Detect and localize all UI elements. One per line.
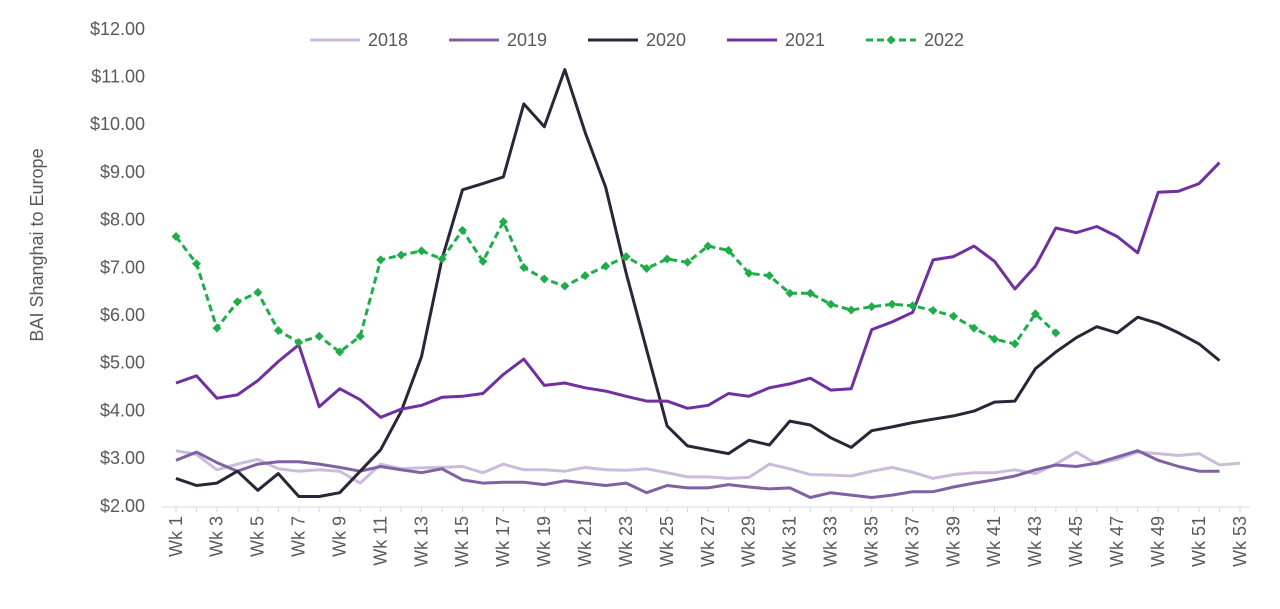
series-marker [335, 347, 345, 357]
x-tick-label: Wk 11 [370, 516, 390, 566]
series-marker [212, 323, 222, 333]
x-tick-label: Wk 41 [984, 516, 1004, 567]
legend-label: 2022 [924, 30, 964, 50]
series-marker [294, 337, 304, 347]
series-marker [580, 271, 590, 281]
y-tick-label: $9.00 [100, 162, 145, 182]
series-marker [478, 256, 488, 266]
series-marker [846, 305, 856, 315]
series-line [175, 161, 1221, 419]
series-marker [1030, 309, 1040, 319]
x-tick-label: Wk 51 [1189, 516, 1209, 567]
x-tick-label: Wk 29 [739, 516, 759, 567]
series-marker [457, 225, 467, 235]
series-marker [1051, 328, 1061, 338]
series-marker [949, 311, 959, 321]
x-tick-label: Wk 17 [493, 516, 513, 567]
series-marker [908, 301, 918, 311]
series-marker [642, 264, 652, 273]
series-marker [437, 254, 447, 264]
x-tick-label: Wk 23 [616, 516, 636, 567]
series-marker [744, 268, 754, 278]
series-marker [1010, 339, 1020, 349]
series-marker [232, 297, 242, 307]
x-tick-label: Wk 3 [207, 516, 227, 557]
x-tick-label: Wk 13 [411, 516, 431, 567]
series-marker [989, 334, 999, 344]
series-line [175, 449, 1220, 499]
series-marker [171, 232, 181, 242]
y-tick-label: $11.00 [91, 66, 145, 86]
y-tick-label: $2.00 [100, 496, 145, 516]
y-tick-label: $6.00 [100, 305, 145, 325]
x-tick-label: Wk 25 [657, 516, 677, 567]
series-marker [662, 254, 672, 264]
x-tick-label: Wk 5 [248, 516, 268, 557]
y-tick-label: $3.00 [100, 448, 145, 468]
x-tick-label: Wk 45 [1066, 516, 1086, 567]
series-marker [867, 302, 877, 312]
series-marker [498, 217, 508, 227]
x-tick-label: Wk 49 [1148, 516, 1168, 567]
legend-label: 2019 [507, 30, 547, 50]
series-marker [417, 246, 427, 256]
series-marker [703, 241, 713, 251]
series-marker [560, 281, 570, 291]
x-tick-label: Wk 21 [575, 516, 595, 567]
legend-label: 2018 [368, 30, 408, 50]
series-marker [826, 299, 836, 309]
y-tick-label: $7.00 [100, 257, 145, 277]
series-marker [191, 259, 201, 269]
x-tick-label: Wk 1 [166, 516, 186, 557]
series-marker [764, 271, 774, 281]
x-tick-label: Wk 47 [1107, 516, 1127, 567]
x-tick-label: Wk 37 [902, 516, 922, 567]
series-marker [785, 288, 795, 298]
x-tick-label: Wk 9 [329, 516, 349, 557]
x-tick-label: Wk 39 [943, 516, 963, 567]
y-tick-label: $4.00 [100, 400, 145, 420]
series-marker [273, 326, 283, 336]
legend-marker [886, 35, 896, 45]
series-marker [396, 250, 406, 260]
x-tick-label: Wk 53 [1230, 516, 1250, 567]
y-axis-label: BAI Shanghai to Europe [27, 148, 47, 341]
x-tick-label: Wk 19 [534, 516, 554, 567]
series-marker [928, 305, 938, 315]
y-tick-label: $8.00 [100, 210, 145, 230]
x-tick-label: Wk 35 [861, 516, 881, 567]
x-tick-label: Wk 7 [289, 516, 309, 557]
series-marker [723, 245, 733, 255]
series-marker [601, 261, 611, 271]
x-tick-label: Wk 33 [821, 516, 841, 567]
series-marker [887, 299, 897, 309]
x-tick-label: Wk 27 [698, 516, 718, 567]
legend-label: 2020 [646, 30, 686, 50]
series-marker [621, 252, 631, 262]
x-tick-label: Wk 15 [452, 516, 472, 567]
y-tick-label: $12.00 [90, 19, 145, 39]
series-marker [683, 257, 693, 267]
series-marker [355, 331, 365, 341]
x-tick-label: Wk 31 [780, 516, 800, 567]
series-marker [969, 323, 979, 333]
legend-label: 2021 [785, 30, 825, 50]
series-marker [253, 287, 263, 297]
series-marker [314, 331, 324, 341]
series-line [175, 68, 1221, 498]
x-tick-label: Wk 43 [1025, 516, 1045, 567]
series-marker [539, 274, 549, 284]
series-marker [805, 288, 815, 298]
y-tick-label: $5.00 [100, 353, 145, 373]
y-tick-label: $10.00 [90, 114, 145, 134]
series-marker [519, 263, 529, 273]
series-marker [376, 255, 386, 265]
